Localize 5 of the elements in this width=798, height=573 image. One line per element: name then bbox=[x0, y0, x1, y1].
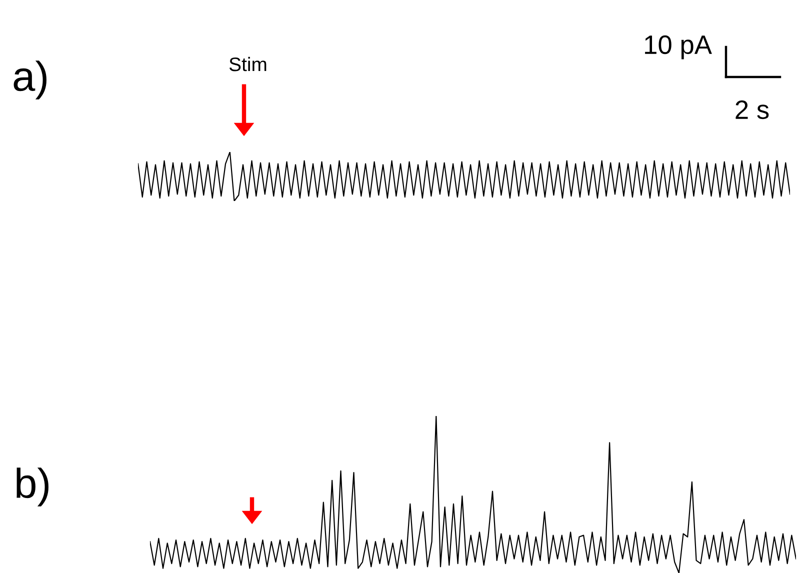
text: Stim bbox=[229, 56, 266, 72]
chart-title: a) bbox=[14, 60, 46, 100]
text: 10 pA bbox=[645, 35, 712, 60]
text: 2 s bbox=[736, 100, 769, 120]
text: b) bbox=[16, 468, 48, 506]
